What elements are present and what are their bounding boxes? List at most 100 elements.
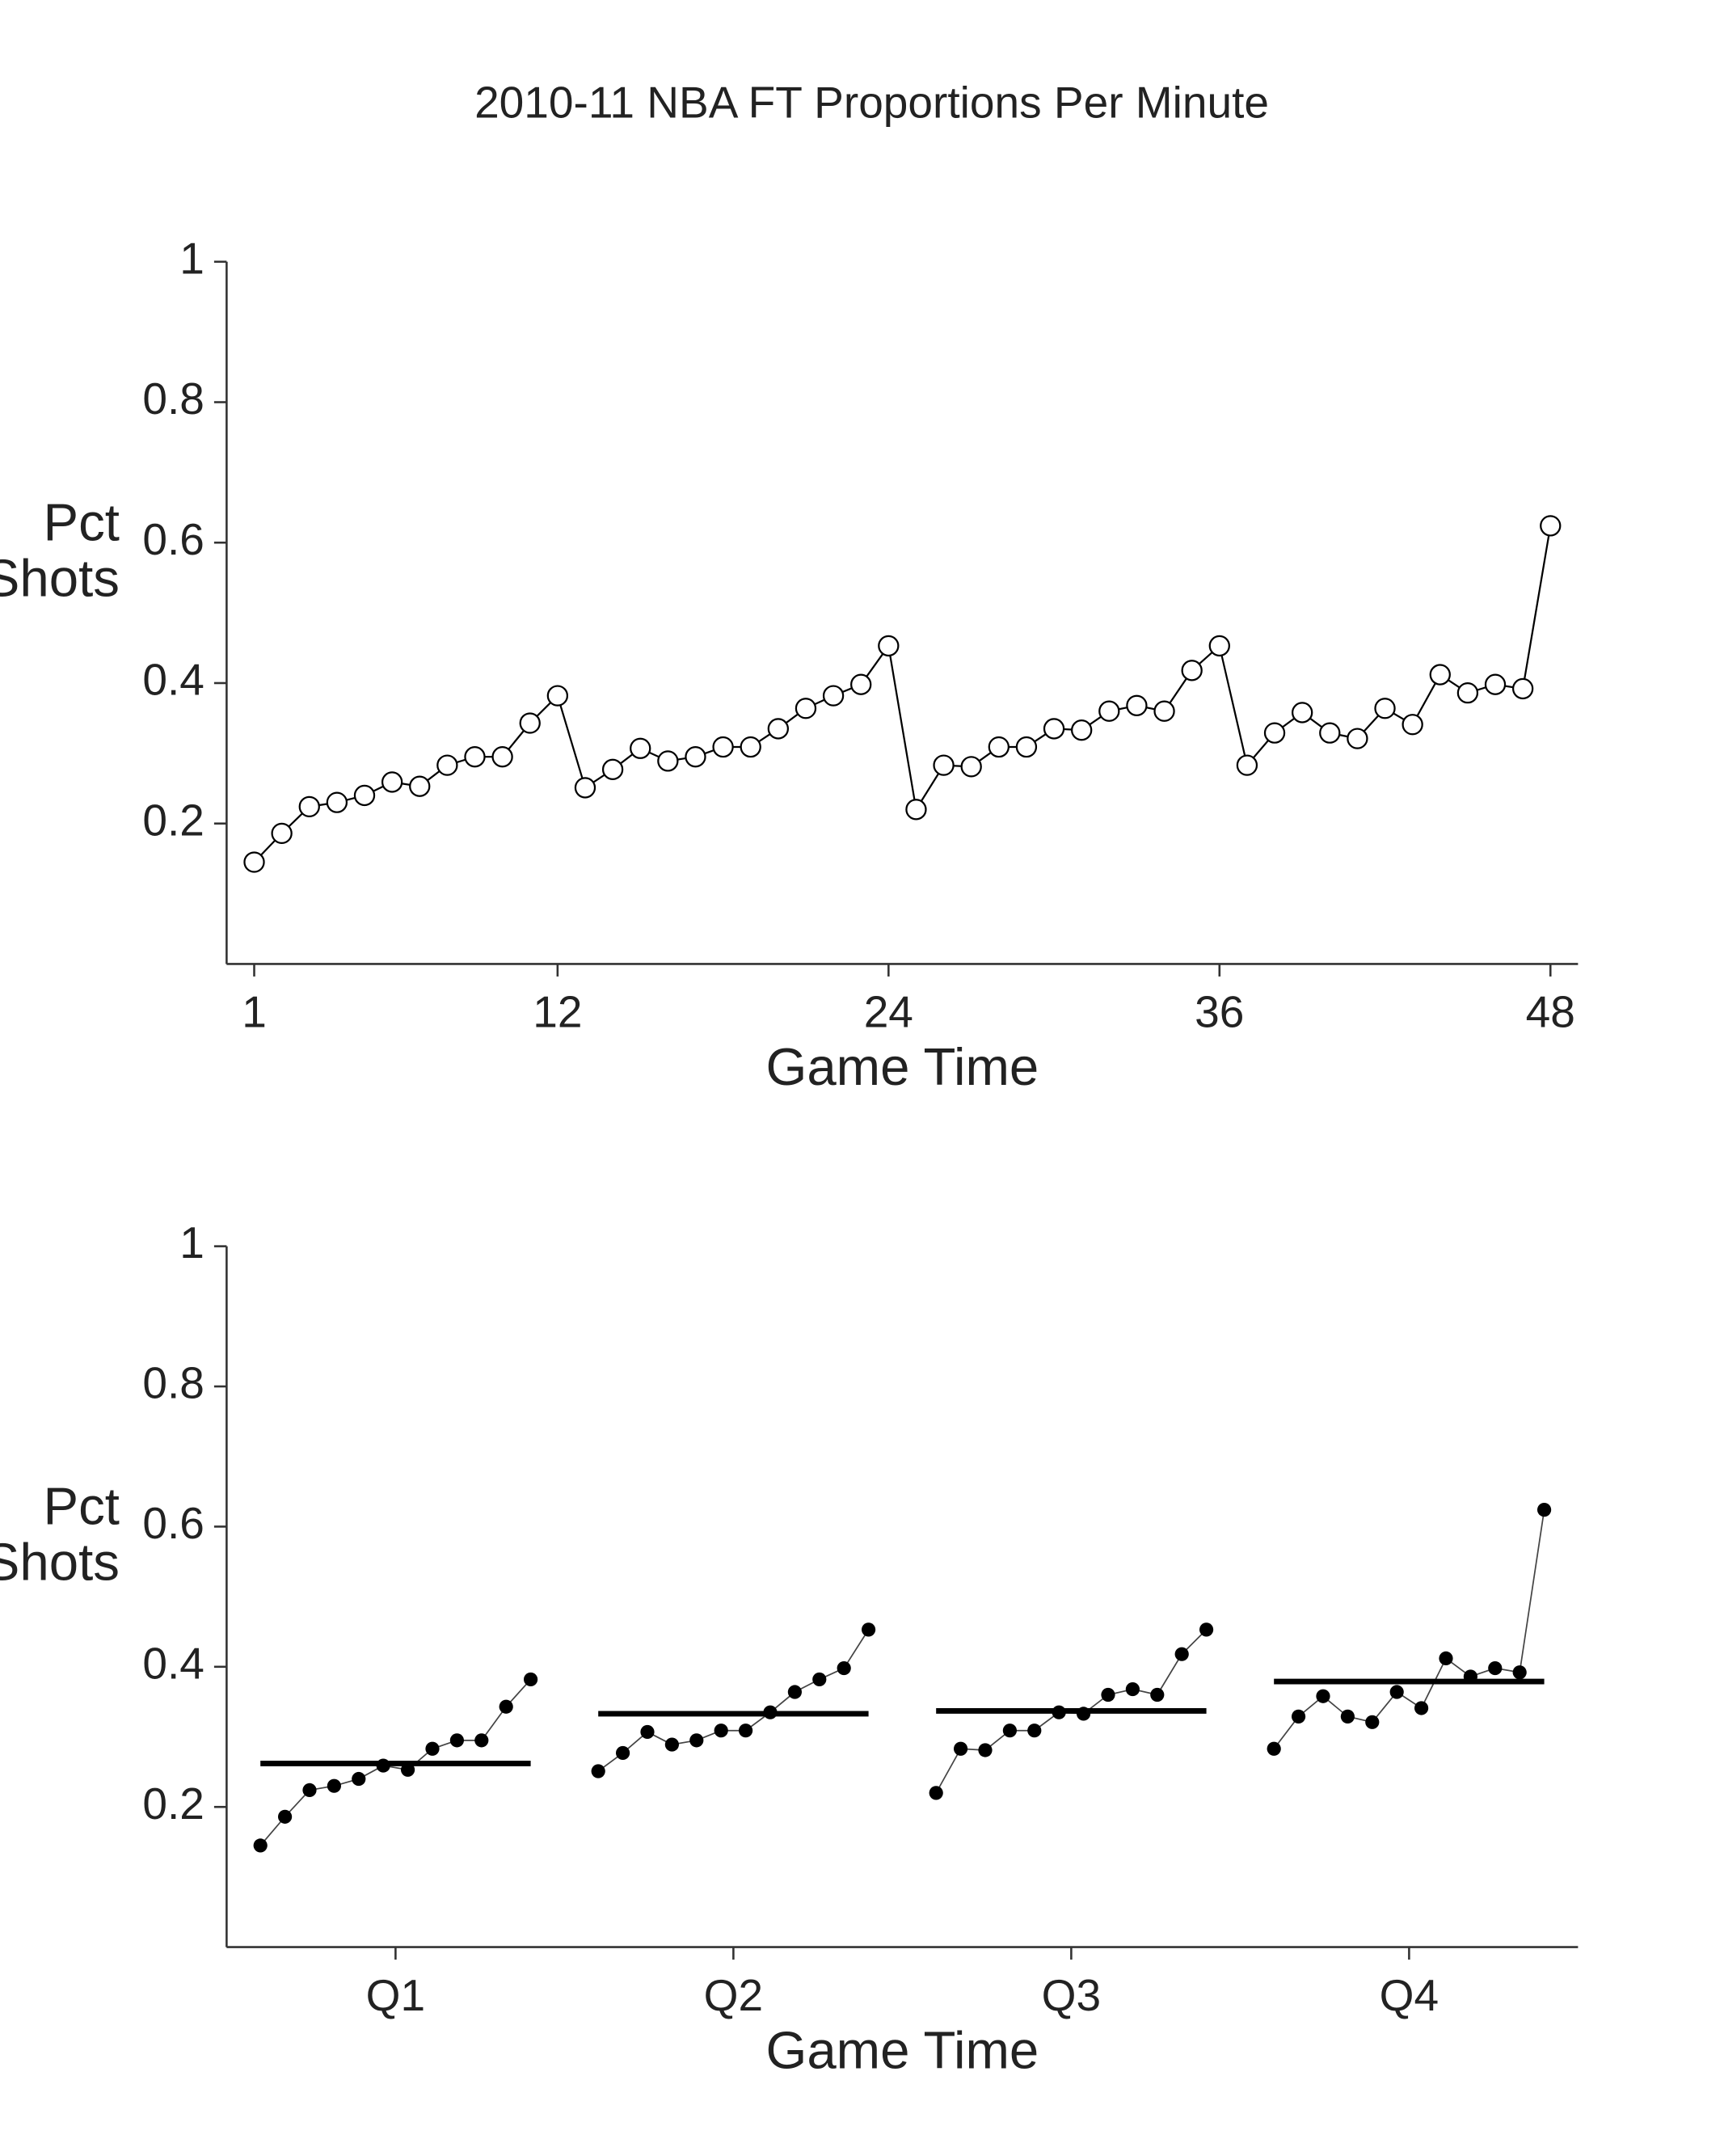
data-point [574,777,596,799]
y-tick-label: 1 [179,1217,204,1268]
data-point [740,736,761,758]
data-point [1374,698,1396,719]
data-point [1199,1622,1214,1637]
x-tick-label: Q3 [1042,1970,1101,2020]
data-point [933,754,955,776]
x-tick-label: Q2 [704,1970,763,2020]
data-point [767,718,789,740]
x-tick-label: 1 [242,987,267,1037]
data-point [861,1622,876,1637]
data-point [425,1741,440,1756]
y-tick-label: 0.6 [142,1498,204,1548]
data-point [243,851,265,873]
data-point [591,1764,605,1778]
y-tick-label: 0.6 [142,514,204,564]
x-tick-label: 24 [864,987,913,1037]
data-point [1071,719,1093,741]
data-point [1126,694,1148,716]
data-point [738,1724,753,1738]
x-tick-label: 36 [1195,987,1244,1037]
data-point [1340,1709,1355,1724]
data-point [1002,1724,1017,1738]
data-point [1456,681,1479,704]
data-point [491,746,513,768]
y-axis-label: Shots [0,1533,120,1592]
data-point [1125,1681,1140,1697]
data-point [277,1809,293,1824]
data-point [1540,515,1562,537]
data-point [327,1778,341,1793]
data-point [1319,722,1341,744]
x-tick-label: 12 [533,987,582,1037]
data-point [822,685,845,707]
data-point [714,1724,728,1738]
data-point [381,771,403,793]
data-point [1414,1701,1429,1715]
data-point [837,1660,851,1676]
y-tick-label: 0.2 [142,795,204,845]
data-point [640,1724,655,1740]
x-axis-label: Game Time [765,1037,1039,1096]
data-point [1015,736,1038,758]
data-point [1316,1689,1330,1703]
data-point [1098,700,1120,722]
y-axis-label: Pct [43,1477,119,1536]
data-point [812,1672,827,1687]
y-axis-label: Shots [0,549,120,608]
y-tick-label: 0.8 [142,1358,204,1408]
data-point [352,1771,366,1787]
data-point [850,673,872,695]
data-point [1488,1660,1503,1676]
data-point [1027,1724,1042,1738]
data-point [795,698,817,719]
x-tick-label: Q4 [1380,1970,1439,2020]
y-tick-label: 0.4 [142,655,204,705]
data-point [1365,1715,1380,1729]
data-point [519,712,541,734]
data-point [988,736,1010,758]
data-point [546,685,569,707]
data-point [787,1685,802,1699]
data-point [905,799,927,821]
data-point [1043,718,1065,740]
x-tick-label: Q1 [366,1970,425,2020]
y-tick-label: 0.4 [142,1638,204,1688]
data-point [664,1737,679,1752]
data-point [978,1743,993,1757]
data-point [1101,1687,1115,1702]
data-point [1291,702,1313,724]
data-point [298,795,320,818]
series-line [1273,1509,1545,1749]
x-tick-label: 48 [1526,987,1575,1037]
series-line [597,1629,870,1772]
data-point [271,822,293,845]
data-point [960,756,982,778]
data-point [1174,1647,1189,1661]
data-point [1150,1687,1165,1702]
data-point [1347,728,1368,749]
data-point [436,754,458,776]
data-point [685,746,706,768]
data-point [1402,714,1423,736]
data-point [657,750,679,772]
data-point [953,1741,968,1756]
data-point [1512,1665,1527,1680]
data-point [1267,1741,1281,1756]
data-point [1236,754,1258,776]
data-point [409,775,431,797]
data-point [302,1783,317,1798]
data-point [253,1838,268,1853]
series-line [253,525,1552,863]
data-point [630,737,651,759]
data-point [1208,635,1230,657]
data-point [601,758,624,780]
data-point [1181,660,1203,681]
data-point [878,635,900,657]
data-point [689,1733,704,1748]
y-tick-label: 0.2 [142,1778,204,1829]
data-point [499,1699,513,1714]
data-point [1536,1503,1552,1517]
data-point [474,1733,489,1748]
data-point [523,1672,538,1687]
